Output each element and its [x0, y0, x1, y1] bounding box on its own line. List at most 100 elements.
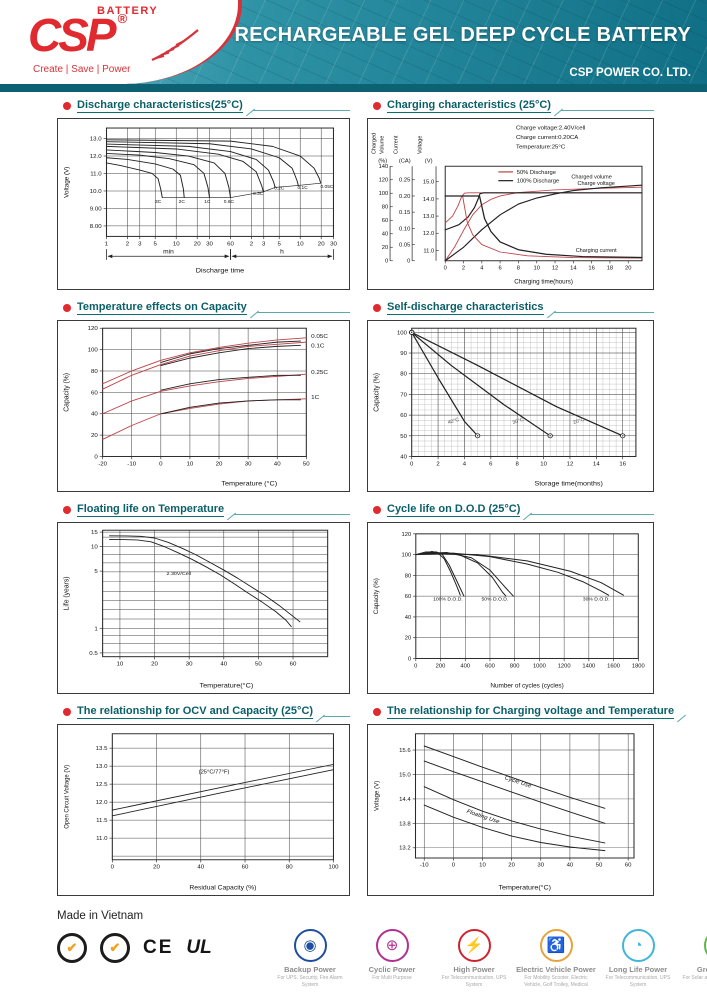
svg-text:12: 12: [567, 462, 574, 468]
svg-text:Cycle Use: Cycle Use: [504, 775, 533, 789]
svg-text:11.5: 11.5: [96, 818, 107, 824]
page-title: RECHARGEABLE GEL DEEP CYCLE BATTERY: [234, 24, 691, 46]
svg-text:50% D.O.D.: 50% D.O.D.: [481, 596, 508, 602]
section-title-label: The relationship for Charging voltage an…: [387, 705, 675, 719]
svg-text:0: 0: [385, 259, 388, 265]
svg-text:70: 70: [400, 393, 407, 399]
svg-text:15.0: 15.0: [423, 180, 434, 186]
svg-text:5: 5: [94, 569, 98, 575]
svg-text:Open Circuit Voltage (V): Open Circuit Voltage (V): [63, 765, 70, 829]
svg-text:14: 14: [570, 266, 576, 272]
section-title: Discharge characteristics(25°C): [63, 98, 350, 114]
panel-charging-voltage-temp: The relationship for Charging voltage an…: [367, 704, 675, 896]
certification-badge-icon: ✔: [57, 933, 87, 963]
title-rule: [560, 102, 654, 111]
title-rule: [323, 708, 350, 717]
svg-text:20: 20: [508, 863, 515, 869]
svg-text:40: 40: [405, 615, 411, 621]
svg-text:40: 40: [382, 232, 388, 238]
svg-text:10.0: 10.0: [90, 189, 103, 195]
svg-text:1C: 1C: [311, 394, 320, 401]
svg-text:60: 60: [382, 218, 388, 224]
svg-text:1200: 1200: [558, 664, 571, 670]
svg-text:80: 80: [91, 369, 99, 375]
svg-text:8.00: 8.00: [90, 224, 103, 230]
svg-text:100: 100: [397, 330, 408, 336]
svg-text:Discharge time: Discharge time: [196, 268, 245, 275]
svg-text:4: 4: [480, 266, 483, 272]
svg-text:(CA): (CA): [399, 159, 411, 165]
svg-text:6: 6: [499, 266, 502, 272]
svg-text:11.0: 11.0: [90, 172, 102, 178]
panel-charging: Charging characteristics (25°C) 0 2 4 6 8 10 1…: [367, 98, 654, 290]
svg-text:80: 80: [405, 573, 411, 579]
svg-text:2: 2: [436, 462, 439, 468]
svg-text:10: 10: [117, 662, 125, 668]
svg-text:30: 30: [537, 863, 544, 869]
svg-text:15: 15: [91, 530, 99, 536]
section-title: Self-discharge characteristics: [373, 300, 654, 316]
check-icon: ✔: [109, 940, 121, 955]
svg-text:0.3C: 0.3C: [253, 191, 264, 196]
bullet-icon: [63, 708, 71, 716]
section-title-label: Charging characteristics (25°C): [387, 99, 551, 113]
section-title-label: The relationship for OCV and Capacity (2…: [77, 705, 314, 719]
svg-text:20: 20: [153, 865, 160, 871]
origin-label: Made in Vietnam: [57, 910, 144, 922]
section-title-label: Temperature effects on Capacity: [77, 301, 247, 315]
title-rule: [252, 102, 350, 111]
svg-text:0.2C: 0.2C: [274, 186, 285, 191]
svg-text:60: 60: [290, 662, 298, 668]
svg-text:4: 4: [463, 462, 467, 468]
svg-text:15.6: 15.6: [399, 748, 411, 754]
discharge-chart: 1 2 3 5 10 20 30 60 2 3 5 10 20 30 8.00 9.00 10.0 11.0 12.…: [57, 118, 350, 290]
svg-text:16: 16: [588, 266, 594, 272]
svg-text:100: 100: [379, 191, 389, 197]
svg-text:600: 600: [485, 664, 495, 670]
ocv-capacity-chart-canvas: 0 20 40 60 80 100 11.0 11.5 12.0 12.5 13.0 13.5 Open…: [63, 733, 339, 891]
svg-text:13.0: 13.0: [96, 764, 108, 770]
certification-badge-icon: ✔: [100, 933, 130, 963]
svg-text:400: 400: [460, 664, 470, 670]
svg-text:40°C: 40°C: [447, 417, 460, 426]
svg-text:5: 5: [278, 242, 282, 248]
svg-text:30: 30: [186, 662, 194, 668]
power-badge-label: Green Power: [696, 965, 707, 974]
svg-text:40: 40: [220, 662, 228, 668]
svg-text:0.05C: 0.05C: [320, 184, 334, 189]
svg-text:40: 40: [197, 865, 204, 871]
panel-floating-life: Floating life on Temperature 10 20 30 40 50 6…: [57, 502, 350, 694]
svg-text:(25°C/77°F): (25°C/77°F): [199, 770, 230, 776]
title-rule: [530, 506, 654, 515]
svg-text:16: 16: [619, 462, 626, 468]
svg-text:10: 10: [91, 545, 99, 551]
temp-capacity-chart-canvas: -20 -10 0 10 20 30 40 50 0 20 40 60 80 100 120 Capacity…: [63, 326, 328, 487]
svg-text:Number of cycles (cycles): Number of cycles (cycles): [490, 682, 563, 689]
outlet-icon: ◉: [293, 929, 327, 962]
svg-text:15.0: 15.0: [399, 773, 411, 779]
svg-text:100: 100: [402, 553, 412, 559]
svg-text:20: 20: [151, 662, 159, 668]
svg-text:0: 0: [159, 462, 163, 468]
svg-text:(V): (V): [425, 159, 433, 165]
svg-text:13.8: 13.8: [399, 821, 411, 827]
svg-text:Charging current: Charging current: [576, 248, 618, 254]
svg-text:Voltage: Voltage: [417, 136, 423, 154]
svg-text:Voltage (V): Voltage (V): [373, 781, 380, 811]
svg-text:1800: 1800: [632, 664, 645, 670]
svg-text:12: 12: [552, 266, 558, 272]
svg-text:13.0: 13.0: [90, 137, 103, 143]
svg-text:20: 20: [216, 462, 224, 468]
svg-text:Life (years): Life (years): [63, 577, 70, 611]
power-badge-sub: For Telecommunication, UPS System: [605, 975, 671, 988]
section-title-label: Cycle life on D.O.D (25°C): [387, 503, 521, 517]
wheat-swoosh-icon: [151, 29, 199, 62]
svg-text:1600: 1600: [607, 664, 620, 670]
svg-text:14.4: 14.4: [399, 797, 411, 803]
registered-mark: ®: [117, 11, 128, 26]
power-badge-green: ♻ Green Power For Solar and Renewable En…: [679, 929, 707, 988]
svg-text:Temperature(°C): Temperature(°C): [498, 884, 551, 892]
svg-text:Voltage (V): Voltage (V): [63, 167, 70, 198]
bullet-icon: [373, 102, 381, 110]
power-badge-sub: For Multi Purpose: [372, 975, 412, 981]
